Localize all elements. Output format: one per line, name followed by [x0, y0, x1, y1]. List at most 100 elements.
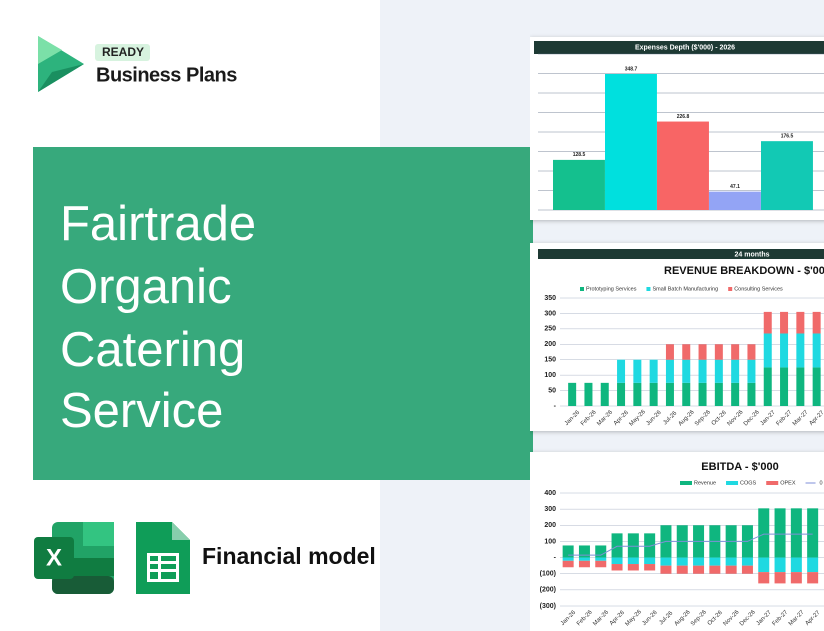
bar-segment	[758, 572, 770, 584]
bar-segment	[617, 382, 626, 406]
badge	[95, 44, 150, 61]
bar-segment	[578, 545, 590, 558]
bar-segment	[796, 367, 805, 406]
bar-segment	[617, 359, 626, 383]
bar-segment	[774, 572, 786, 584]
bar-segment	[665, 382, 674, 406]
title-line: Organic	[60, 260, 232, 314]
legend-label: OPEX	[780, 480, 796, 486]
logo-mark	[38, 36, 62, 64]
y-tick-label: 250	[544, 326, 556, 333]
y-tick-label: 400	[544, 490, 556, 497]
bar-segment	[611, 533, 623, 558]
bar-segment	[633, 359, 642, 383]
legend-swatch	[766, 481, 779, 485]
data-label: 176.5	[781, 133, 794, 139]
bar-segment	[682, 382, 691, 406]
bar-segment	[649, 359, 658, 383]
bar-segment	[725, 557, 737, 566]
bar-segment	[790, 572, 802, 584]
bar-segment	[665, 344, 674, 360]
bar-segment	[644, 557, 656, 565]
data-label: 226.8	[677, 114, 690, 120]
chart-title: REVENUE BREAKDOWN - $'000	[664, 265, 824, 277]
bar-segment	[790, 557, 802, 573]
hero-block	[33, 147, 533, 480]
title-line: Fairtrade	[60, 197, 256, 251]
bar	[605, 74, 657, 210]
bar-segment	[649, 382, 658, 406]
bar-segment	[714, 344, 723, 360]
bar-segment	[682, 359, 691, 383]
bar-segment	[812, 367, 821, 406]
bar	[761, 141, 813, 210]
bar-segment	[796, 333, 805, 368]
y-tick-label: 300	[544, 310, 556, 317]
legend-label: Consulting Services	[734, 286, 783, 292]
bar-segment	[562, 545, 574, 558]
bar-segment	[611, 557, 623, 565]
legend-swatch	[680, 481, 692, 485]
bar-segment	[714, 382, 723, 406]
y-tick-label: -	[554, 554, 557, 561]
y-tick-label: 50	[548, 387, 556, 394]
bar-segment	[627, 533, 639, 558]
bar-segment	[812, 311, 821, 334]
bar-segment	[698, 359, 707, 383]
y-tick-label: (200)	[540, 587, 556, 594]
svg-text:X: X	[46, 544, 62, 571]
bar-segment	[780, 333, 789, 368]
bar-segment	[693, 565, 705, 574]
bar-segment	[725, 565, 737, 574]
badge-text: READY	[102, 45, 144, 59]
bar-segment	[627, 564, 639, 571]
bar-segment	[780, 311, 789, 334]
title-line: Catering	[60, 323, 245, 377]
chart-title: Expenses Depth ($'000) - 2026	[635, 44, 735, 51]
legend-label: COGS	[740, 480, 757, 486]
legend-swatch	[726, 481, 739, 485]
bar-segment	[578, 557, 590, 561]
bar-segment	[578, 560, 590, 568]
bar-segment	[562, 560, 574, 568]
bar-segment	[714, 359, 723, 383]
bar	[709, 191, 761, 210]
bar-segment	[709, 557, 721, 566]
y-tick-label: 150	[544, 357, 556, 364]
legend-label: Revenue	[694, 480, 716, 486]
logo: READY Business Plans	[38, 36, 238, 92]
chart-header	[534, 41, 824, 54]
bar-segment	[747, 359, 756, 383]
logo-mark	[38, 64, 84, 92]
bar-segment	[562, 557, 574, 561]
bar-segment	[665, 359, 674, 383]
data-label: 348.7	[625, 66, 638, 72]
charts: Expenses Depth ($'000) - 2026 24 months …	[530, 37, 824, 631]
legend-label: Small Batch Manufacturing	[652, 286, 718, 292]
legend-label: Prototyping Services	[586, 286, 637, 292]
bar-segment	[595, 557, 607, 561]
bar-segment	[763, 311, 772, 334]
bar-segment	[676, 565, 688, 574]
bar-segment	[595, 560, 607, 568]
bar-segment	[633, 382, 642, 406]
bar-segment	[807, 572, 819, 584]
y-tick-label: (100)	[540, 571, 556, 578]
bar-segment	[644, 564, 656, 571]
title-line: Service	[60, 384, 223, 438]
bar-segment	[693, 557, 705, 566]
y-tick-label: 300	[544, 506, 556, 513]
bar-segment	[758, 508, 770, 558]
bar-segment	[595, 545, 607, 558]
chart-panel	[530, 243, 824, 431]
bar-segment	[796, 311, 805, 334]
y-tick-label: 100	[544, 372, 556, 379]
bar	[553, 159, 605, 210]
y-tick-label: 100	[544, 538, 556, 545]
legend-swatch	[646, 287, 651, 291]
bar-segment	[584, 382, 593, 406]
data-label: 47.1	[730, 184, 740, 190]
bar-segment	[774, 557, 786, 573]
brand-name: Business Plans	[96, 64, 237, 86]
